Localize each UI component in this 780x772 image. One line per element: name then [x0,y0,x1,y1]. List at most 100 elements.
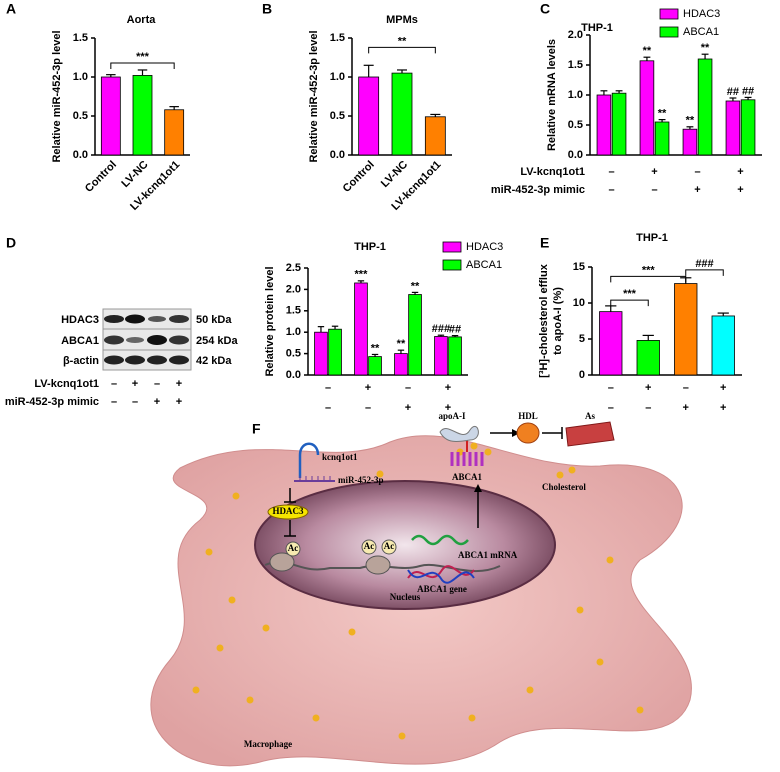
bar [394,353,408,376]
treatment-label: miR-452-3p mimic [491,184,585,196]
treatment-sign: + [720,382,726,394]
band [169,335,189,345]
y-tick-label: 0.5 [330,110,345,122]
cholesterol-dots [192,442,644,740]
y-tick-label: 15 [573,261,585,273]
nucleosome [365,555,391,575]
y-tick-label: 5 [579,333,585,345]
significance: *** [623,288,637,300]
chart-title: MPMs [386,14,418,26]
significance: *** [642,264,656,276]
band [104,355,124,365]
bar [725,100,741,156]
diagram-label: ABCA1 mRNA [458,550,518,560]
y-axis-label: Relative mRNA levels [546,39,558,151]
panel-label: E [540,235,549,251]
panel-label: A [6,1,16,17]
y-tick-label: 10 [573,297,585,309]
treatment-sign: + [720,402,726,414]
treatment-sign: + [154,396,160,408]
diagram-label: Cholesterol [542,482,586,492]
bar [636,340,660,376]
significance: ** [701,42,710,54]
significance: ** [397,338,406,350]
treatment-sign: – [651,184,657,196]
bar [358,76,380,156]
band [169,315,189,323]
bar [611,92,627,156]
diagram-label: Ac [364,541,375,551]
treatment-sign: – [325,402,331,414]
y-tick-label: 1.0 [73,71,88,83]
y-tick-label: 1.0 [286,326,301,338]
blot-size: 42 kDa [196,355,232,367]
significance-bracket [685,269,724,276]
panel-label: F [252,421,261,437]
diagram-label: Nucleus [390,592,421,602]
chart-title: THP-1 [636,232,668,244]
band [126,337,144,343]
bar [434,336,448,376]
treatment-sign: – [111,396,117,408]
treatment-sign: – [608,402,614,414]
treatment-sign: – [132,396,138,408]
panel-label: B [262,1,272,17]
treatment-sign: + [132,378,138,390]
treatment-sign: + [405,402,411,414]
y-tick-label: 0.5 [568,119,583,131]
dna-helix [407,565,475,579]
significance-bracket [368,46,436,54]
band [104,315,124,323]
bar [674,283,698,376]
treatment-sign: – [154,378,160,390]
y-tick-label: 1.5 [568,59,583,71]
chart-title: THP-1 [354,241,386,253]
y-axis-label: [³H]-cholesterol efflux [538,263,550,378]
hdac3-protein [267,504,309,520]
y-tick-label: 1.5 [286,305,301,317]
legend-label: HDAC3 [683,8,720,20]
blot: HDAC3 ABCA1 β-actin 50 kDa 254 kDa 42 kD… [61,308,238,371]
chart-title: Aorta [127,14,157,26]
acetyl-group [381,539,397,555]
band [169,355,189,365]
treatment-sign: – [365,402,371,414]
significance: ### [432,323,450,335]
chart-title: THP-1 [581,22,613,34]
treatment-label: miR-452-3p mimic [5,396,99,408]
treatment-sign: + [737,166,743,178]
x-tick-label: LV-NC [379,159,410,190]
nucleus [254,480,556,610]
acetyl-group [285,541,301,557]
bar [682,128,698,156]
legend-swatch [659,8,679,20]
apoa1-particle [439,426,479,443]
y-tick-label: 2.0 [286,283,301,295]
blot-row-label: HDAC3 [61,314,99,326]
bar [328,328,342,376]
y-tick-label: 0.0 [286,369,301,381]
dna-helix [407,569,475,584]
diagram-label: ABCA1 gene [417,584,467,594]
bar [100,76,121,156]
blot-size: 50 kDa [196,314,232,326]
y-tick-label: 1.5 [73,32,88,44]
band [147,335,167,345]
bar [164,109,185,156]
bar [408,294,422,376]
treatment-sign: + [176,378,182,390]
legend-label: HDAC3 [466,241,503,253]
diagram-label: apoA-I [438,411,466,421]
bar [132,75,153,156]
treatment-sign: – [694,166,700,178]
diagram-label: HDAC3 [273,506,304,516]
diagram-label: Ac [288,543,299,553]
treatment-sign: + [445,402,451,414]
bar [391,72,413,156]
abca1-transporter [450,452,484,466]
treatment-sign: – [608,166,614,178]
treatment-sign: – [608,184,614,196]
diagram-label: As [585,411,595,421]
diagram-label: kcnq1ot1 [322,452,358,462]
